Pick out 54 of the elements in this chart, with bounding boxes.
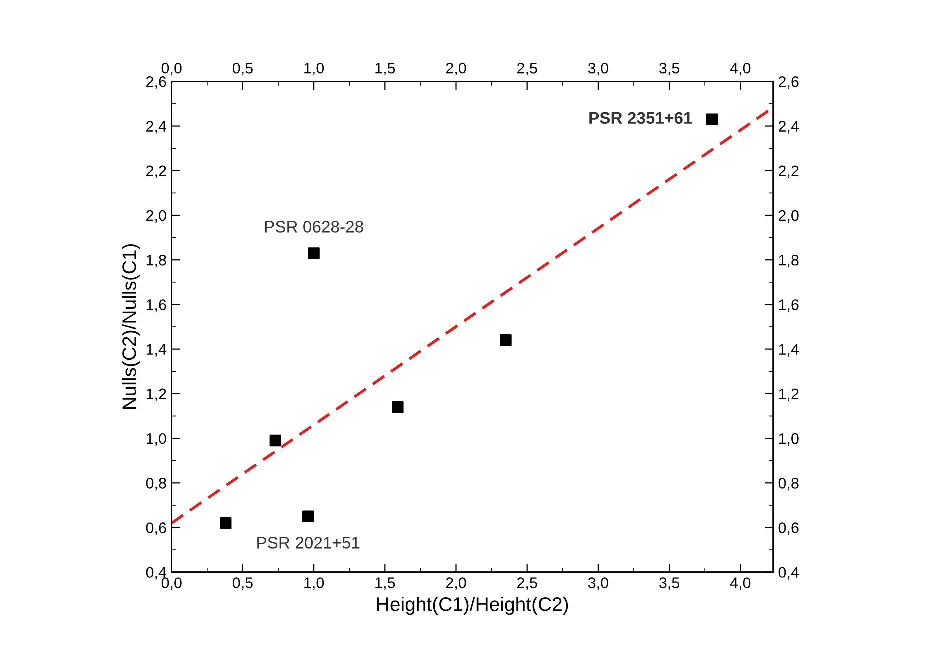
y2-tick-label: 0,8 [778, 478, 799, 491]
point [270, 434, 282, 447]
y2-tick-label: 1,0 [779, 433, 799, 446]
annotation: PSR 2351+61 [590, 112, 692, 124]
y-axis-title: Nulls(C2)/Nulls(C1) [122, 244, 140, 410]
y-tick-label: 1,8 [146, 254, 166, 268]
point [302, 510, 314, 522]
y-tick-label: 1,0 [146, 433, 166, 446]
x-tick-label: 3,5 [660, 578, 680, 590]
y2-tick-label: 1,2 [779, 388, 799, 402]
y2-tick-label: 0,4 [778, 567, 800, 580]
x2-tick-label: 2,5 [518, 62, 538, 76]
point [500, 334, 512, 346]
y2-tick-label: 2,0 [778, 210, 799, 223]
y-tick-label: 2,2 [146, 166, 166, 178]
y-tick-label: 1,4 [146, 344, 167, 357]
x2-tick-label: 0,0 [162, 62, 182, 76]
point [220, 517, 232, 530]
y2-tick-label: 1,4 [779, 344, 800, 357]
y2-tick-label: 1,6 [779, 300, 799, 312]
y2-tick-label: 0,6 [778, 522, 799, 536]
y-tick-label: 2,6 [146, 76, 166, 90]
y2-tick-label: 2,2 [778, 166, 799, 178]
y2-tick-label: 2,4 [778, 121, 800, 134]
point [392, 401, 404, 414]
x-tick-label: 4,0 [730, 578, 751, 590]
y-tick-label: 2,0 [146, 210, 166, 223]
x2-tick-label: 0,5 [232, 62, 253, 76]
point [706, 114, 718, 126]
y-tick-label: 1,6 [146, 300, 166, 312]
x2-tick-label: 1,0 [304, 62, 324, 76]
point [308, 248, 320, 260]
y2-tick-label: 2,6 [778, 76, 799, 90]
x-tick-label: 0,0 [162, 578, 182, 590]
x-tick-label: 2,5 [518, 578, 538, 590]
y-tick-label: 1,2 [146, 388, 166, 402]
x2-tick-label: 3,5 [660, 62, 680, 76]
y-tick-label: 0,8 [146, 478, 166, 491]
y-tick-label: 0,6 [146, 522, 166, 536]
x2-tick-label: 3,0 [588, 62, 608, 76]
annotation: PSR 0628-28 [265, 221, 364, 233]
y-tick-label: 2,4 [146, 121, 167, 134]
y2-tick-label: 1,8 [779, 254, 799, 268]
x-axis-title: Height(C1)/Height(C2) [377, 597, 568, 616]
x2-tick-label: 2,0 [446, 62, 466, 76]
x-tick-label: 1,0 [304, 578, 324, 590]
x2-tick-label: 1,5 [376, 63, 396, 76]
x-tick-label: 2,0 [446, 578, 466, 590]
annotation: PSR 2021+51 [258, 537, 360, 549]
x-tick-label: 3,0 [588, 578, 608, 590]
x-tick-label: 0,5 [232, 578, 253, 590]
x2-tick-label: 4,0 [730, 62, 751, 76]
x-tick-label: 1,5 [376, 578, 396, 590]
y-tick-label: 0,4 [146, 567, 167, 580]
